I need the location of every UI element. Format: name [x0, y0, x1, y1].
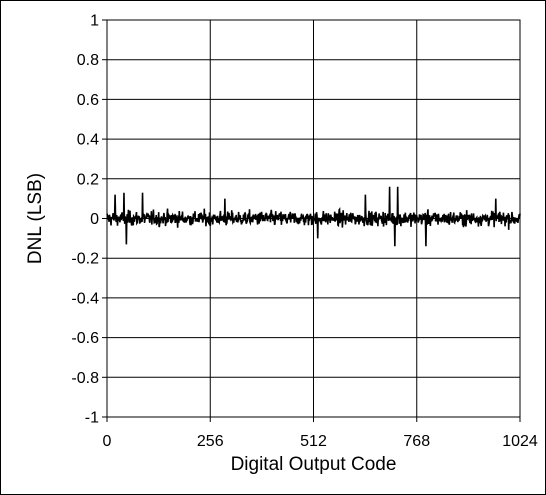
dnl-line [106, 186, 521, 247]
y-tick-label: 0.2 [77, 171, 99, 188]
y-axis-title: DNL (LSB) [25, 173, 46, 264]
y-tick-label: 0.8 [77, 52, 99, 69]
y-axis-ticks: -1 -0.8 -0.6 -0.4 -0.2 0 0.2 0.4 0.6 0.8 1 [71, 13, 107, 427]
y-tick-label: -0.6 [71, 330, 99, 347]
y-tick-label: -0.4 [71, 290, 99, 307]
y-tick-label: -1 [85, 410, 99, 427]
y-tick-label: -0.2 [71, 251, 99, 268]
x-tick-label: 256 [197, 433, 224, 450]
y-tick-label: 1 [90, 13, 99, 30]
y-tick-label: 0 [90, 211, 99, 228]
x-tick-label: 512 [300, 433, 327, 450]
y-tick-label: 0.4 [77, 132, 99, 149]
x-axis-title: Digital Output Code [231, 454, 397, 475]
x-tick-label: 1024 [502, 433, 538, 450]
x-axis-ticks: 0 256 512 768 1024 [103, 417, 538, 450]
dnl-series [106, 186, 521, 247]
y-tick-label: 0.6 [77, 92, 99, 109]
y-tick-label: -0.8 [71, 370, 99, 387]
x-tick-label: 0 [103, 433, 112, 450]
x-tick-label: 768 [403, 433, 430, 450]
